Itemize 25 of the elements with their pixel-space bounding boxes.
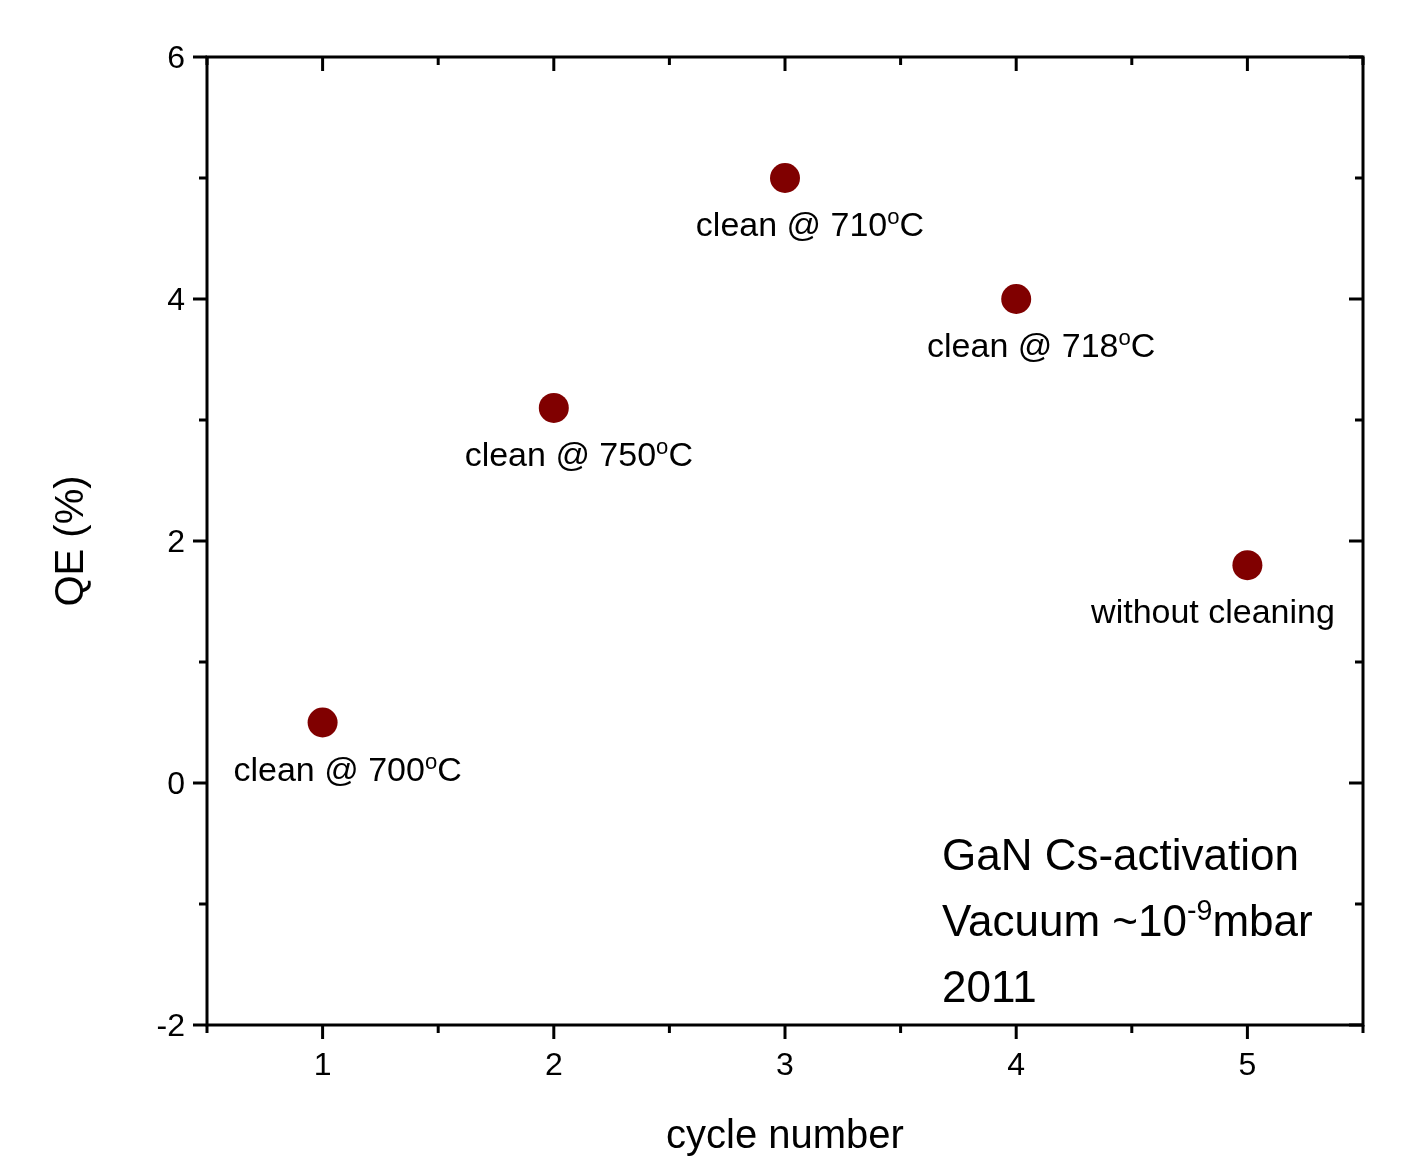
annotation: clean @ 710$^{o}$C xyxy=(695,203,925,243)
annotation: 2011 xyxy=(942,962,1037,1011)
annotation: clean @ 750$^{o}$C xyxy=(464,433,693,473)
annotation: without cleaning xyxy=(1090,592,1335,631)
point xyxy=(1001,284,1032,314)
point xyxy=(1232,550,1263,581)
annotation: clean @ 718$^{o}$C xyxy=(927,324,1156,364)
y-tick-label: 0 xyxy=(167,765,185,801)
x-tick-label: 2 xyxy=(544,1046,563,1082)
x-axis-title: cycle number xyxy=(666,1112,904,1156)
y-tick-label: 6 xyxy=(167,39,185,75)
x-tick-label: 5 xyxy=(1238,1046,1257,1082)
x-tick-label: 4 xyxy=(1007,1046,1026,1082)
point xyxy=(538,392,569,423)
y-tick-label: -2 xyxy=(156,1007,185,1043)
y-tick-label: 2 xyxy=(167,523,185,559)
y-tick-label: 4 xyxy=(167,281,185,317)
point xyxy=(307,707,338,738)
annotation: GaN Cs-activation xyxy=(942,830,1300,879)
point xyxy=(770,163,800,193)
annotation: clean @ 700$^{o}$C xyxy=(233,748,462,788)
x-tick-label: 1 xyxy=(313,1046,332,1082)
y-axis-title: QE (%) xyxy=(47,475,91,607)
x-tick-label: 3 xyxy=(776,1046,794,1082)
annotation: Vacuum ~10$^{-9}$mbar xyxy=(942,894,1313,945)
